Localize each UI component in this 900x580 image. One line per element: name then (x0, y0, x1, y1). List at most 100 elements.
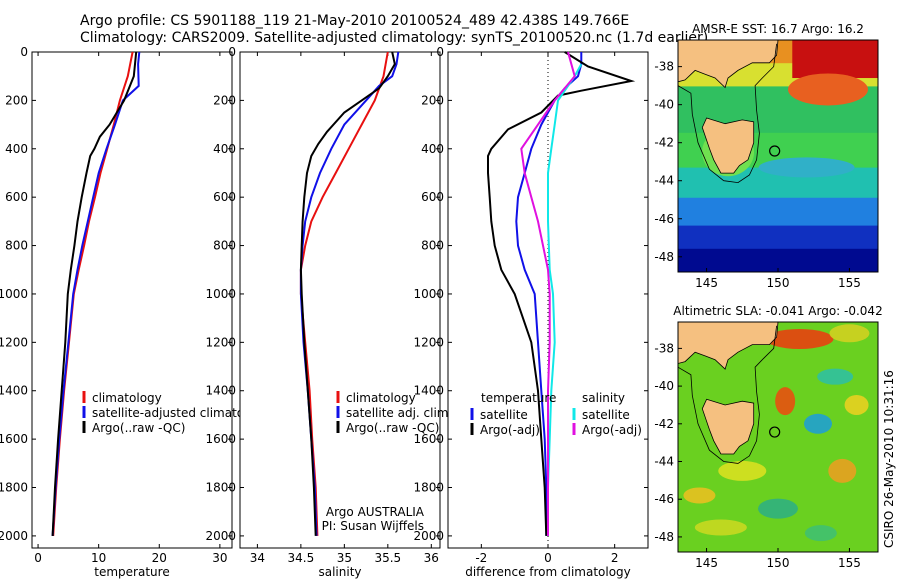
sst-band-patch (758, 157, 855, 178)
legend-label: climatology (92, 391, 162, 405)
y-tick-label: -42 (654, 417, 674, 431)
y-tick-label: -44 (654, 174, 674, 188)
legend-title: temperature (481, 391, 556, 405)
y-tick-label: 1000 (205, 287, 236, 301)
y-tick-label: 1800 (0, 481, 28, 495)
sst-band (678, 225, 878, 250)
y-tick-label: 1600 (205, 432, 236, 446)
series-line-salinity-satellite (547, 63, 583, 536)
tasmania-island (701, 398, 755, 455)
y-tick-label: 400 (213, 142, 236, 156)
annotation-text: Argo AUSTRALIA (326, 505, 425, 519)
y-tick-label: -46 (654, 492, 674, 506)
map-title: Altimetric SLA: -0.041 Argo: -0.042 (673, 304, 882, 318)
y-tick-label: 2000 (413, 529, 444, 543)
series-line-climatology (299, 51, 389, 536)
sst-warm-core (792, 40, 878, 79)
series-line-satellite-adjusted-climatology (51, 51, 141, 536)
x-tick-label: 150 (767, 276, 790, 290)
x-tick-label: 34.5 (288, 551, 315, 565)
y-tick-label: 2000 (0, 529, 28, 543)
x-tick-label: 155 (838, 556, 861, 570)
sla-anomaly (718, 460, 767, 481)
y-tick-label: -48 (654, 250, 674, 264)
panel-difference: 0 200 400 600 800 1000 1200 1400 1600 1800 2000 -2 0… (413, 45, 649, 579)
x-tick-label: 20 (152, 551, 167, 565)
isobath-contour (678, 43, 777, 184)
y-tick-label: 800 (5, 239, 28, 253)
y-tick-label: 1000 (0, 287, 28, 301)
series-line-temperature-argo-adj- (487, 51, 636, 536)
x-tick-label: 0 (544, 551, 552, 565)
y-tick-label: -38 (654, 60, 674, 74)
y-tick-label: 1600 (413, 432, 444, 446)
y-tick-label: 0 (20, 45, 28, 59)
header-line1: Argo profile: CS 5901188_119 21-May-2010… (80, 13, 629, 29)
x-axis-label: temperature (94, 565, 169, 579)
y-tick-label: -38 (654, 341, 674, 355)
y-tick-label: 1600 (0, 432, 28, 446)
y-tick-label: 0 (436, 45, 444, 59)
x-tick-label: 30 (212, 551, 227, 565)
header-line2: Climatology: CARS2009. Satellite-adjuste… (80, 30, 708, 46)
y-tick-label: 800 (421, 239, 444, 253)
x-axis-label: difference from climatology (465, 565, 631, 579)
x-tick-label: 150 (767, 556, 790, 570)
y-tick-label: 1800 (413, 481, 444, 495)
legend-title: salinity (582, 391, 625, 405)
sla-anomaly (844, 394, 869, 415)
legend-label: satellite adj. clim. (346, 406, 452, 420)
y-tick-label: -46 (654, 212, 674, 226)
sla-anomaly (694, 519, 747, 536)
timestamp-stamp: CSIRO 26-May-2010 10:31:16 (882, 370, 896, 548)
y-tick-label: 1400 (0, 384, 28, 398)
map-field (678, 40, 878, 272)
y-tick-label: 0 (228, 45, 236, 59)
y-tick-label: 1200 (413, 335, 444, 349)
y-tick-label: -44 (654, 455, 674, 469)
argo-float-marker (769, 426, 781, 438)
legend-label: satellite-adjusted climatology (92, 406, 270, 420)
x-axis-label: salinity (318, 565, 361, 579)
isobath-contour (678, 325, 777, 464)
argo-float-marker (769, 145, 781, 157)
map-panels: AMSR-E SST: 16.7 Argo: 16.2 145 150 155 -38 -… (654, 22, 882, 570)
series-line-salinity-argo-adj- (520, 51, 576, 536)
sla-anomaly (683, 487, 716, 504)
map-title: AMSR-E SST: 16.7 Argo: 16.2 (692, 22, 864, 36)
legend-label: Argo(..raw -QC) (346, 421, 439, 435)
y-tick-label: 400 (5, 142, 28, 156)
panel-frame (239, 51, 441, 549)
sla-anomaly (758, 498, 798, 519)
panel-frame (31, 51, 233, 549)
map-field (678, 322, 878, 552)
legend-label: Argo(-adj) (480, 423, 540, 437)
y-tick-label: 1200 (205, 335, 236, 349)
y-tick-label: 400 (421, 142, 444, 156)
y-tick-label: 1400 (413, 384, 444, 398)
x-tick-label: 10 (91, 551, 106, 565)
series-line-argo-raw-qc- (299, 51, 396, 536)
tasmania-island (701, 117, 755, 174)
x-tick-label: 2 (611, 551, 619, 565)
y-tick-label: 1400 (205, 384, 236, 398)
sla-anomaly (765, 328, 834, 349)
y-tick-label: -42 (654, 136, 674, 150)
x-tick-label: 145 (695, 276, 718, 290)
x-tick-label: 34 (250, 551, 265, 565)
y-tick-label: 200 (5, 93, 28, 107)
x-tick-label: 35 (337, 551, 352, 565)
panel-map_sla: Altimetric SLA: -0.041 Argo: -0.042 145 15… (654, 304, 882, 570)
y-tick-label: 1800 (205, 481, 236, 495)
x-tick-label: 155 (838, 276, 861, 290)
x-tick-label: 0 (34, 551, 42, 565)
legend-label: satellite (480, 408, 528, 422)
y-tick-label: -48 (654, 530, 674, 544)
y-tick-label: 200 (421, 93, 444, 107)
y-tick-label: 200 (213, 93, 236, 107)
y-tick-label: 600 (213, 190, 236, 204)
y-tick-label: 1200 (0, 335, 28, 349)
y-tick-label: 600 (421, 190, 444, 204)
